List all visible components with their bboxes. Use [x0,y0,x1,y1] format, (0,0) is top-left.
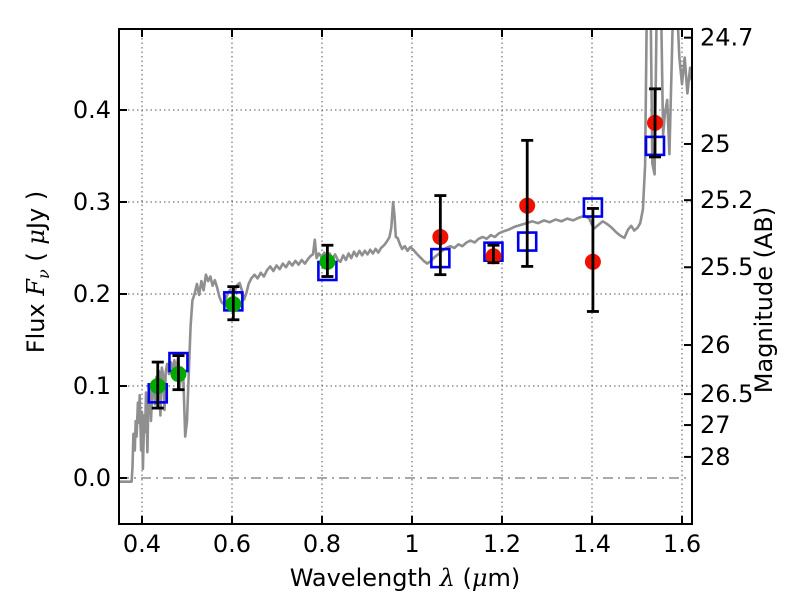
y-axis-title-right: Magnitude (AB) [750,207,778,393]
y-tick-label-right: 26 [700,331,731,359]
y-tick-label-left: 0.2 [73,280,111,308]
y-tick-label-right: 25.5 [700,253,753,281]
x-tick-label: 0.8 [303,530,341,558]
model-spectrum-line [119,29,692,484]
x-tick-label: 1.6 [663,530,701,558]
plot-frame [118,28,693,525]
x-tick-label: 1 [404,530,419,558]
y-axis-title-left: Flux Fν ( μJy ) [22,191,53,353]
x-tick-label: 0.6 [213,530,251,558]
x-tick-label: 0.4 [123,530,161,558]
y-tick-label-right: 28 [700,443,731,471]
y-tick-label-left: 0.0 [73,464,111,492]
y-tick-label-right: 25 [700,130,731,158]
x-tick-label: 1.4 [573,530,611,558]
y-tick-label-left: 0.4 [73,96,111,124]
y-tick-label-right: 25.2 [700,186,753,214]
x-axis-title: Wavelength λ (μm) [290,564,521,592]
y-tick-label-right: 24.7 [700,24,753,52]
y-tick-label-right: 27 [700,411,731,439]
y-tick-label-left: 0.3 [73,188,111,216]
x-tick-label: 1.2 [483,530,521,558]
y-tick-label-left: 0.1 [73,372,111,400]
y-tick-label-right: 26.5 [700,380,753,408]
